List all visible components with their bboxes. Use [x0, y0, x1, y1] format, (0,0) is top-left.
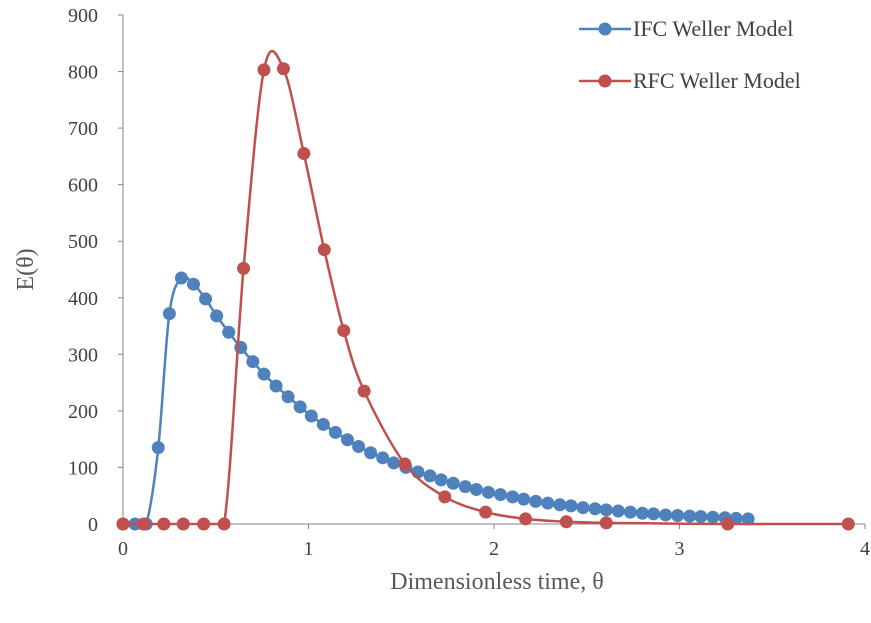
data-point — [297, 147, 311, 161]
data-point — [151, 441, 165, 455]
y-tick-label: 900 — [68, 5, 98, 27]
series-rfc — [116, 49, 855, 531]
data-point — [199, 292, 213, 306]
data-point — [588, 502, 602, 516]
legend-label: IFC Weller Model — [633, 16, 793, 41]
data-point — [671, 509, 685, 523]
y-tick-label: 400 — [68, 288, 98, 310]
data-point — [564, 499, 578, 513]
legend-marker — [598, 74, 612, 88]
y-tick-label: 100 — [68, 457, 98, 479]
data-point — [576, 501, 590, 515]
y-tick-label: 200 — [68, 401, 98, 423]
legend-label: RFC Weller Model — [633, 68, 801, 93]
data-point — [357, 384, 371, 398]
data-point — [506, 490, 520, 504]
data-point — [157, 517, 171, 531]
data-point — [234, 341, 248, 355]
data-point — [328, 425, 342, 439]
x-tick-label: 3 — [675, 538, 685, 560]
data-point — [434, 473, 448, 487]
data-point — [493, 488, 507, 502]
x-tick-label: 1 — [304, 538, 314, 560]
x-tick-label: 0 — [118, 538, 128, 560]
y-tick-label: 800 — [68, 62, 98, 84]
data-point — [683, 509, 697, 523]
data-point — [340, 433, 354, 447]
x-tick-label: 2 — [489, 538, 499, 560]
data-point — [611, 504, 625, 518]
data-point — [257, 367, 271, 381]
data-point — [337, 324, 351, 338]
data-point — [352, 440, 366, 454]
y-tick-label: 300 — [68, 344, 98, 366]
data-point — [519, 512, 533, 526]
x-axis-title: Dimensionless time, θ — [390, 569, 603, 595]
data-point — [222, 325, 236, 339]
data-point — [210, 309, 224, 323]
y-tick-label: 500 — [68, 231, 98, 253]
data-point — [599, 516, 613, 530]
data-point — [721, 517, 735, 531]
data-point — [116, 517, 130, 531]
data-point — [246, 355, 260, 369]
data-point — [841, 517, 855, 531]
data-point — [304, 409, 318, 423]
legend: IFC Weller Model RFC Weller Model — [579, 16, 801, 93]
data-point — [517, 492, 531, 506]
data-point — [541, 496, 555, 510]
data-point — [136, 517, 150, 531]
data-point — [446, 476, 460, 490]
data-point — [316, 417, 330, 431]
data-point — [659, 508, 673, 522]
data-point — [174, 271, 188, 285]
data-point — [162, 307, 176, 321]
data-point — [293, 400, 307, 414]
data-point — [257, 63, 271, 77]
data-point — [364, 446, 378, 460]
y-tick-label: 700 — [68, 118, 98, 140]
data-point — [458, 480, 472, 494]
data-point — [438, 490, 452, 504]
y-axis-title: E(θ) — [13, 248, 39, 290]
data-point — [411, 465, 425, 479]
data-point — [317, 243, 331, 257]
data-point — [481, 485, 495, 499]
data-point — [647, 507, 661, 521]
data-point — [469, 483, 483, 497]
data-point — [694, 510, 708, 524]
data-point — [635, 506, 649, 520]
data-point — [398, 457, 412, 471]
legend-marker — [598, 22, 612, 36]
data-point — [186, 277, 200, 291]
data-point — [276, 62, 290, 76]
data-point — [376, 451, 390, 465]
legend-item: IFC Weller Model — [579, 16, 793, 41]
data-point — [281, 390, 295, 404]
data-point — [529, 494, 543, 508]
data-point — [197, 517, 211, 531]
data-point — [217, 517, 231, 531]
data-point — [599, 503, 613, 517]
y-tick-label: 600 — [68, 175, 98, 197]
data-point — [387, 456, 401, 470]
data-point — [741, 512, 755, 526]
y-tick-label: 0 — [88, 514, 98, 536]
data-point — [176, 517, 190, 531]
legend-item: RFC Weller Model — [579, 68, 801, 93]
data-point — [237, 261, 251, 275]
data-point — [623, 505, 637, 519]
data-point — [479, 505, 493, 519]
data-point — [559, 515, 573, 529]
data-point — [553, 498, 567, 512]
ticks-layer: 0 1 2 3 4 0 100 200 300 400 500 600 700 800 900 — [68, 5, 870, 560]
x-tick-label: 4 — [860, 538, 870, 560]
series-line — [123, 49, 849, 526]
data-point — [423, 469, 437, 483]
series-layer — [116, 49, 855, 531]
data-point — [269, 379, 283, 393]
data-point — [706, 510, 720, 524]
